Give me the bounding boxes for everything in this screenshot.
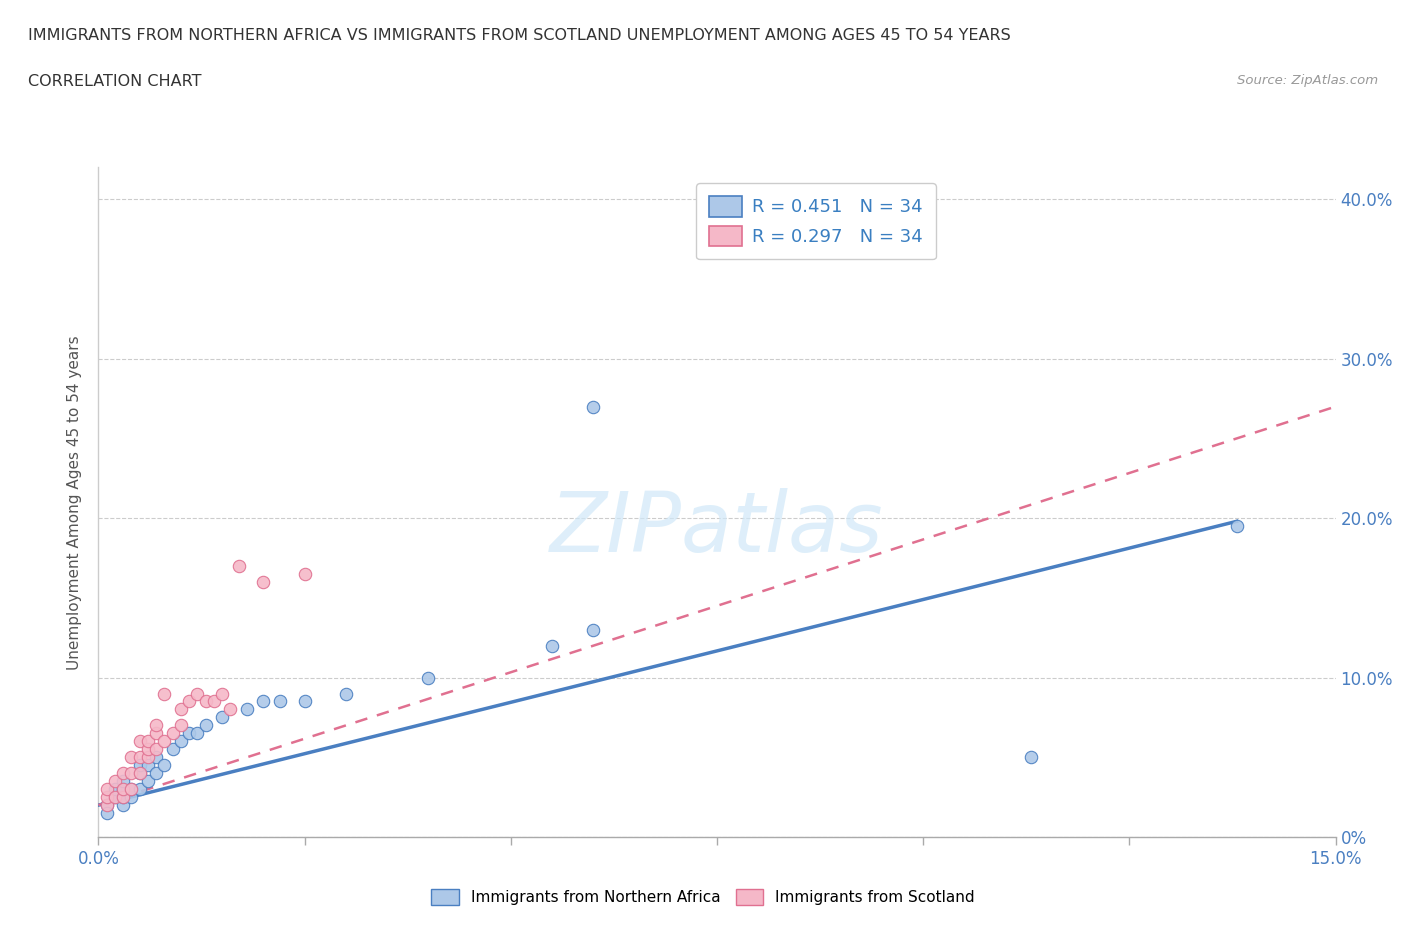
Point — [145, 726, 167, 741]
Text: IMMIGRANTS FROM NORTHERN AFRICA VS IMMIGRANTS FROM SCOTLAND UNEMPLOYMENT AMONG A: IMMIGRANTS FROM NORTHERN AFRICA VS IMMIG… — [28, 28, 1011, 43]
Point — [128, 765, 150, 780]
Point — [96, 805, 118, 820]
Point — [96, 798, 118, 813]
Point — [120, 750, 142, 764]
Point — [179, 694, 201, 709]
Point — [162, 726, 184, 741]
Point — [136, 742, 159, 757]
Point — [96, 790, 118, 804]
Point — [418, 671, 440, 685]
Point — [202, 694, 225, 709]
Point — [96, 798, 118, 813]
Point — [120, 782, 142, 797]
Point — [211, 710, 233, 724]
Point — [136, 734, 159, 749]
Point — [194, 718, 217, 733]
Point — [112, 765, 135, 780]
Point — [112, 774, 135, 789]
Point — [1019, 750, 1042, 764]
Point — [104, 790, 127, 804]
Text: ZIPatlas: ZIPatlas — [550, 488, 884, 569]
Point — [104, 782, 127, 797]
Text: Source: ZipAtlas.com: Source: ZipAtlas.com — [1237, 74, 1378, 87]
Point — [153, 758, 176, 773]
Point — [136, 774, 159, 789]
Point — [219, 702, 242, 717]
Point — [186, 686, 208, 701]
Point — [112, 798, 135, 813]
Point — [145, 718, 167, 733]
Point — [128, 734, 150, 749]
Point — [104, 774, 127, 789]
Point — [186, 726, 208, 741]
Point — [294, 566, 316, 581]
Legend: Immigrants from Northern Africa, Immigrants from Scotland: Immigrants from Northern Africa, Immigra… — [423, 882, 983, 913]
Text: CORRELATION CHART: CORRELATION CHART — [28, 74, 201, 89]
Point — [128, 750, 150, 764]
Point — [194, 694, 217, 709]
Point — [269, 694, 291, 709]
Point — [104, 790, 127, 804]
Point — [236, 702, 259, 717]
Y-axis label: Unemployment Among Ages 45 to 54 years: Unemployment Among Ages 45 to 54 years — [67, 335, 83, 670]
Legend: R = 0.451   N = 34, R = 0.297   N = 34: R = 0.451 N = 34, R = 0.297 N = 34 — [696, 183, 936, 259]
Point — [112, 790, 135, 804]
Point — [582, 622, 605, 637]
Point — [128, 782, 150, 797]
Point — [112, 782, 135, 797]
Point — [145, 765, 167, 780]
Point — [136, 750, 159, 764]
Point — [252, 694, 274, 709]
Point — [153, 686, 176, 701]
Point — [211, 686, 233, 701]
Point — [170, 702, 193, 717]
Point — [541, 638, 564, 653]
Point — [145, 750, 167, 764]
Point — [582, 399, 605, 414]
Point — [335, 686, 357, 701]
Point — [153, 734, 176, 749]
Point — [170, 718, 193, 733]
Point — [179, 726, 201, 741]
Point — [228, 559, 250, 574]
Point — [145, 742, 167, 757]
Point — [120, 765, 142, 780]
Point — [96, 782, 118, 797]
Point — [1226, 519, 1249, 534]
Point — [252, 575, 274, 590]
Point — [294, 694, 316, 709]
Point — [136, 758, 159, 773]
Point — [128, 765, 150, 780]
Point — [112, 790, 135, 804]
Point — [120, 790, 142, 804]
Point — [112, 782, 135, 797]
Point — [162, 742, 184, 757]
Point — [120, 782, 142, 797]
Point — [128, 758, 150, 773]
Point — [170, 734, 193, 749]
